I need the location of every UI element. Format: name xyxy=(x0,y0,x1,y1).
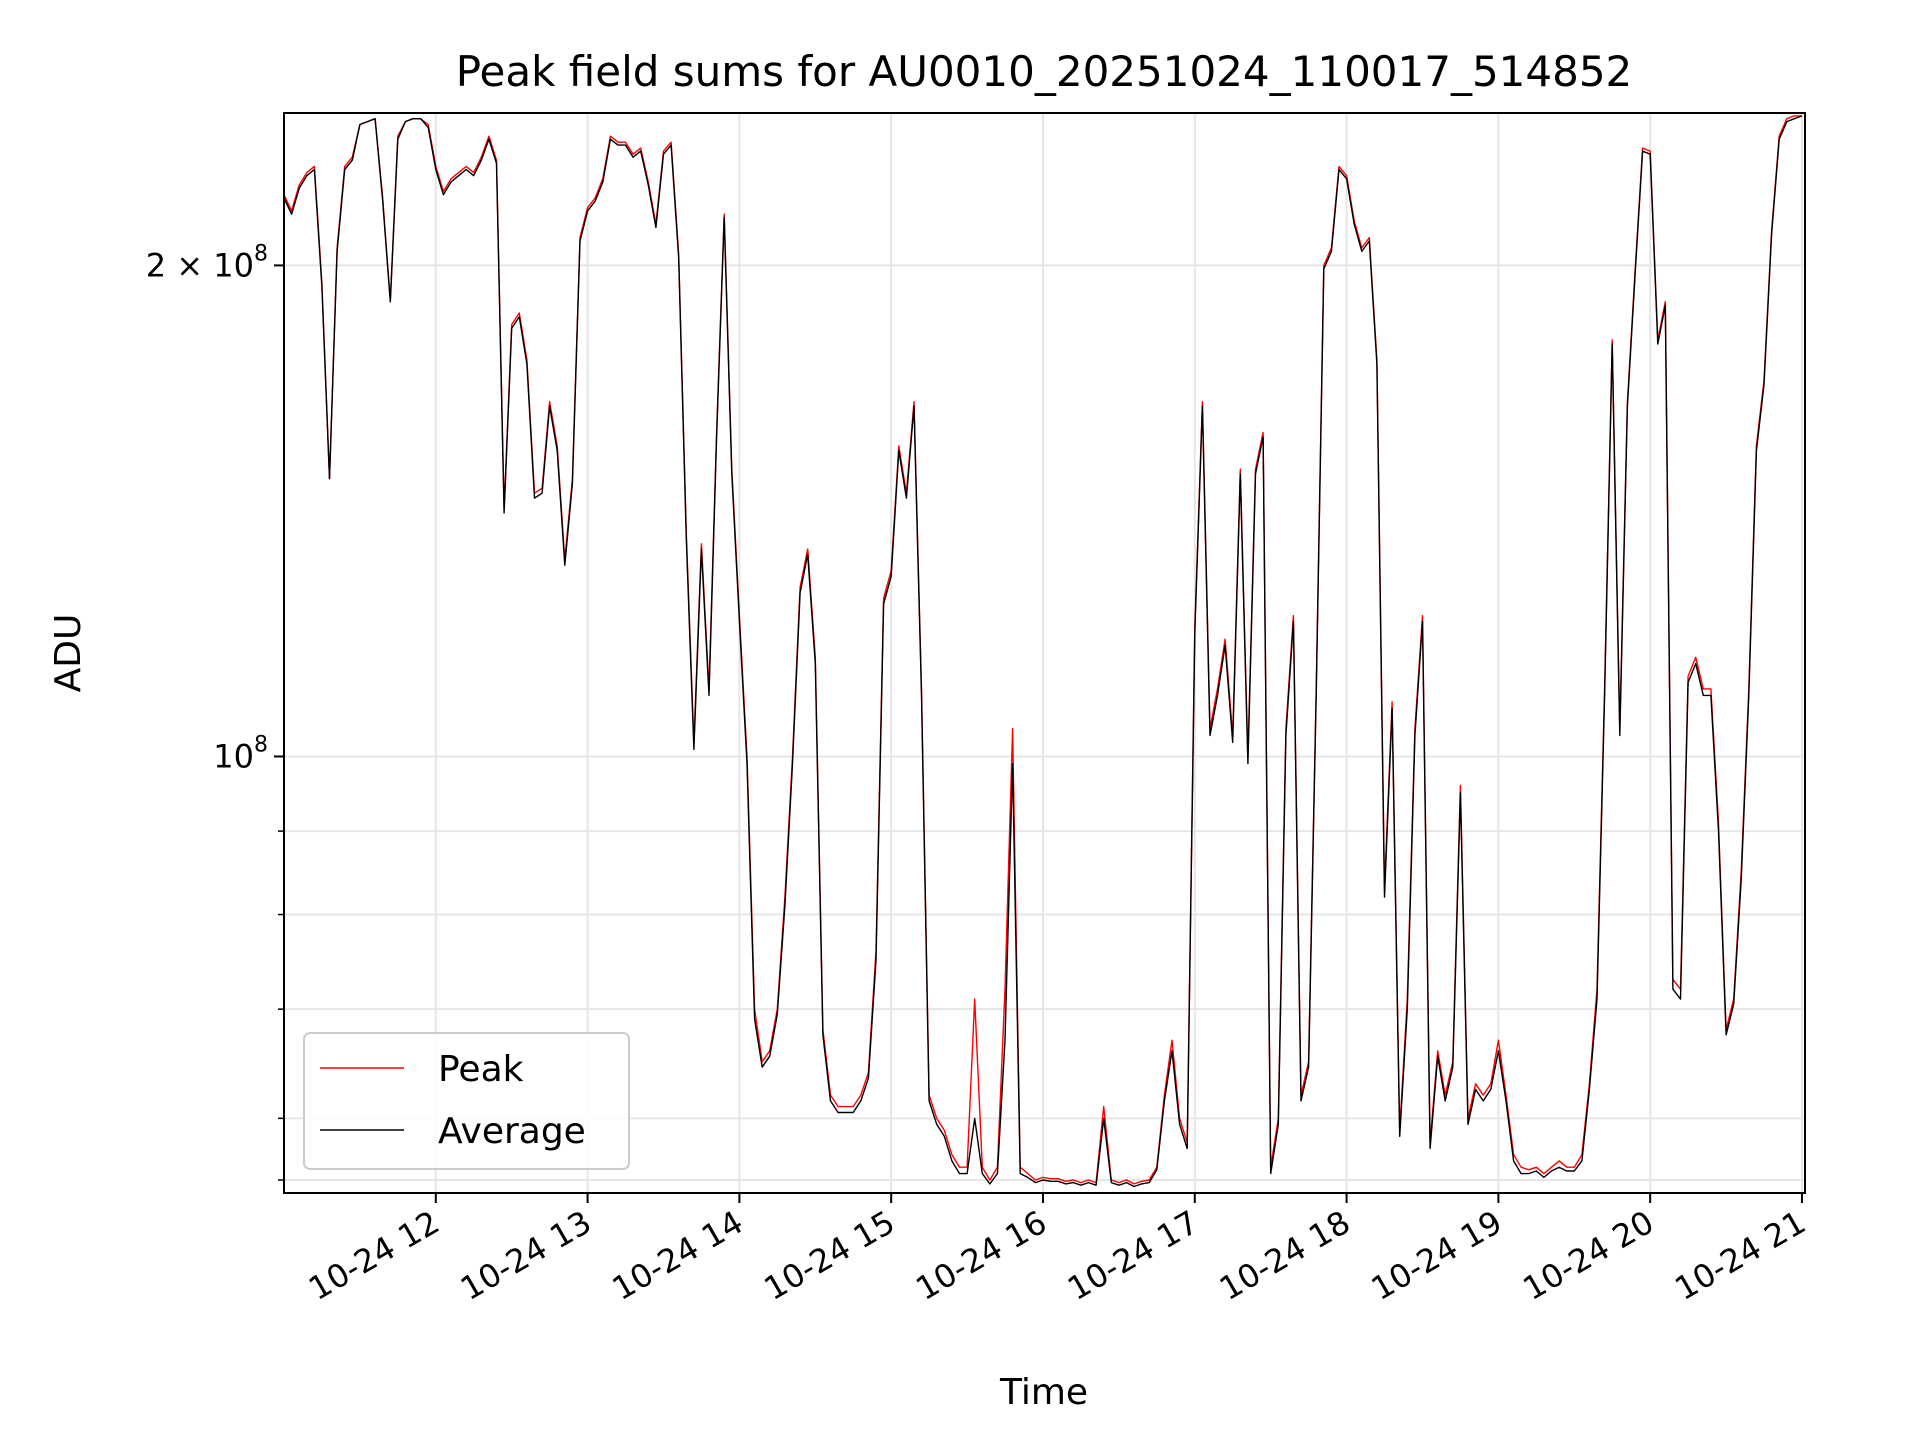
series-layer xyxy=(283,115,1803,1188)
series-peak-line xyxy=(283,115,1802,1185)
x-axis-label: Time xyxy=(999,1372,1088,1413)
chart-title: Peak field sums for AU0010_20251024_1100… xyxy=(456,47,1633,96)
grid-layer xyxy=(284,113,1805,1193)
plot-frame xyxy=(283,112,1806,1194)
series-average-line xyxy=(283,115,1803,1188)
legend-box xyxy=(303,1032,630,1170)
legend-label-average: Average xyxy=(438,1111,586,1152)
legend-label-peak: Peak xyxy=(438,1049,524,1090)
y-tick-label: 108 xyxy=(213,732,268,775)
y-tick-label: 2 × 108 xyxy=(146,241,268,284)
legend: Peak Average xyxy=(303,1032,630,1170)
y-axis-label: ADU xyxy=(48,614,89,693)
y-axis-ticks: 2 × 108 108 xyxy=(146,241,284,1181)
